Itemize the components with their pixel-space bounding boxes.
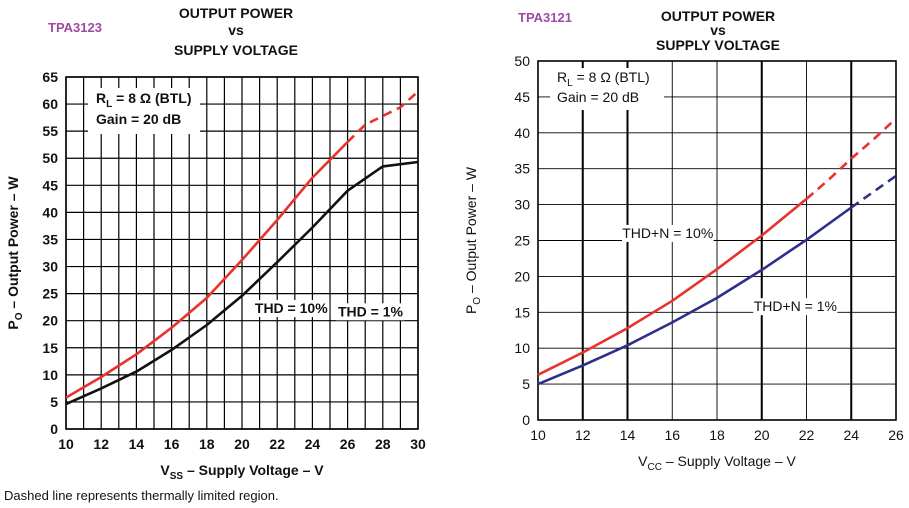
plot-frame [65,76,419,430]
series-line [537,197,808,376]
y-tick-label: 45 [514,89,530,105]
y-tick-label: 55 [42,123,58,139]
x-tick-label: 10 [530,427,546,443]
y-tick-label: 25 [42,286,58,302]
series-label-bg [753,298,838,316]
y-tick-label: 25 [514,233,530,249]
conditions-box [88,88,200,134]
series-line-dashed [805,117,897,200]
x-tick-label: 28 [375,436,391,452]
series-label-bg [336,303,405,321]
y-tick-label: 20 [42,313,58,329]
chart-title-line: SUPPLY VOLTAGE [656,37,780,53]
series-label: THD+N = 10% [622,225,713,241]
series-line [537,206,853,386]
condition-text: Gain = 20 dB [96,111,181,127]
chart-tag: TPA3123 [48,20,102,35]
x-tick-label: 12 [575,427,591,443]
y-tick-label: 45 [42,177,58,193]
plot-frame [537,60,897,421]
y-tick-label: 50 [514,53,530,69]
x-tick-label: 22 [269,436,285,452]
series-label-bg [621,224,714,242]
y-tick-label: 65 [42,69,58,85]
y-tick-label: 35 [42,231,58,247]
condition-text: RL = 8 Ω (BTL) [557,69,650,89]
chart-title-line: vs [228,22,244,38]
x-tick-label: 26 [340,436,356,452]
series-line [65,160,419,406]
x-axis-label: VCC – Supply Voltage – V [638,453,796,473]
x-tick-label: 16 [664,427,680,443]
y-tick-label: 50 [42,150,58,166]
x-tick-label: 26 [888,427,904,443]
condition-text: RL = 8 Ω (BTL) [96,90,192,110]
footnote: Dashed line represents thermally limited… [4,488,279,503]
x-tick-label: 20 [234,436,250,452]
y-tick-label: 40 [514,125,530,141]
series-label: THD+N = 1% [754,298,837,314]
y-tick-label: 5 [522,376,530,392]
grid [65,76,419,430]
x-tick-label: 20 [754,427,770,443]
y-axis-label: PO – Output Power – W [463,166,483,314]
x-tick-label: 14 [129,436,145,452]
y-tick-label: 30 [42,259,58,275]
y-tick-label: 20 [514,268,530,284]
chart-title-line: SUPPLY VOLTAGE [174,42,298,58]
grid [537,60,897,421]
y-tick-label: 0 [522,412,530,428]
y-tick-label: 10 [42,367,58,383]
y-tick-label: 40 [42,204,58,220]
chart-title-line: OUTPUT POWER [661,8,775,24]
y-tick-label: 15 [514,304,530,320]
x-tick-label: 10 [58,436,74,452]
series-label-bg [253,300,330,318]
x-tick-label: 16 [164,436,180,452]
x-axis-label: VSS – Supply Voltage – V [160,462,324,482]
x-tick-label: 22 [799,427,815,443]
condition-text: Gain = 20 dB [557,89,639,105]
y-tick-label: 5 [50,394,58,410]
y-tick-label: 35 [514,161,530,177]
series-line [65,141,349,399]
y-tick-label: 10 [514,340,530,356]
y-axis-label: PO – Output Power – W [5,176,25,330]
y-tick-label: 30 [514,197,530,213]
y-tick-label: 60 [42,96,58,112]
x-tick-label: 24 [305,436,321,452]
y-tick-label: 0 [50,421,58,437]
chart-title-line: vs [710,22,726,38]
series-label: THD = 1% [338,303,404,319]
y-tick-label: 15 [42,340,58,356]
chart-title-line: OUTPUT POWER [179,5,293,21]
x-tick-label: 18 [709,427,725,443]
x-tick-label: 14 [620,427,636,443]
conditions-box [550,68,664,110]
series-label: THD = 10% [255,300,328,316]
x-tick-label: 24 [843,427,859,443]
x-tick-label: 30 [410,436,426,452]
series-line-dashed [346,90,419,143]
chart-tag: TPA3121 [518,10,572,25]
x-tick-label: 12 [93,436,109,452]
series-line-dashed [850,174,897,209]
x-tick-label: 18 [199,436,215,452]
